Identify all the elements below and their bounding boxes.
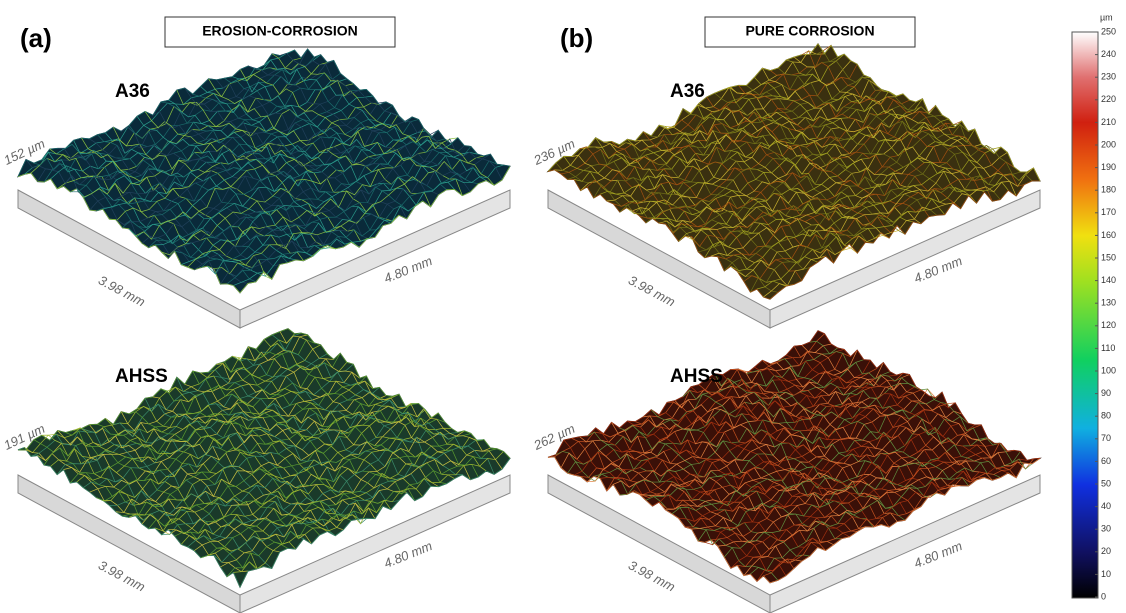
x-extent: 3.98 mm <box>626 557 678 594</box>
surface-fill <box>548 331 1040 583</box>
colorbar-label: 60 <box>1101 456 1111 466</box>
colorbar-label: 150 <box>1101 252 1116 262</box>
colorbar-label: 30 <box>1101 524 1111 534</box>
surface-plot <box>18 329 510 613</box>
x-extent: 3.98 mm <box>626 272 678 309</box>
colorbar <box>1072 32 1098 598</box>
colorbar-label: 230 <box>1101 72 1116 82</box>
colorbar-label: 100 <box>1101 365 1116 375</box>
sample-label: A36 <box>670 81 705 102</box>
colorbar-label: 140 <box>1101 275 1116 285</box>
panel-title: EROSION-CORROSION <box>202 23 358 39</box>
colorbar-label: 170 <box>1101 207 1116 217</box>
sample-label: AHSS <box>115 366 168 387</box>
colorbar-label: 210 <box>1101 117 1116 127</box>
colorbar-label: 10 <box>1101 569 1111 579</box>
surface-plot <box>18 49 510 328</box>
colorbar-label: 130 <box>1101 298 1116 308</box>
colorbar-label: 20 <box>1101 546 1111 556</box>
colorbar-label: 110 <box>1101 343 1115 353</box>
colorbar-label: 220 <box>1101 94 1116 104</box>
panel-title: PURE CORROSION <box>745 23 874 39</box>
colorbar-label: 240 <box>1101 49 1116 59</box>
colorbar-label: 0 <box>1101 591 1106 601</box>
x-extent: 3.98 mm <box>96 557 148 594</box>
colorbar-label: 250 <box>1101 26 1116 36</box>
sample-label: AHSS <box>670 366 723 387</box>
colorbar-label: 80 <box>1101 411 1111 421</box>
colorbar-label: 90 <box>1101 388 1111 398</box>
surface-plot <box>548 44 1040 328</box>
sample-label: A36 <box>115 81 150 102</box>
colorbar-label: 190 <box>1101 162 1116 172</box>
surface-plot <box>548 331 1040 613</box>
colorbar-label: 50 <box>1101 478 1111 488</box>
panel-label: (a) <box>20 23 52 53</box>
colorbar-label: 70 <box>1101 433 1111 443</box>
colorbar-unit: µm <box>1100 12 1113 22</box>
panel-label: (b) <box>560 23 593 53</box>
colorbar-label: 160 <box>1101 230 1116 240</box>
colorbar-label: 40 <box>1101 501 1111 511</box>
colorbar-label: 200 <box>1101 139 1116 149</box>
figure: (a) EROSION-CORROSION (b) PURE CORROSION… <box>0 0 1126 613</box>
x-extent: 3.98 mm <box>96 272 148 309</box>
colorbar-label: 180 <box>1101 185 1116 195</box>
colorbar-label: 120 <box>1101 320 1116 330</box>
